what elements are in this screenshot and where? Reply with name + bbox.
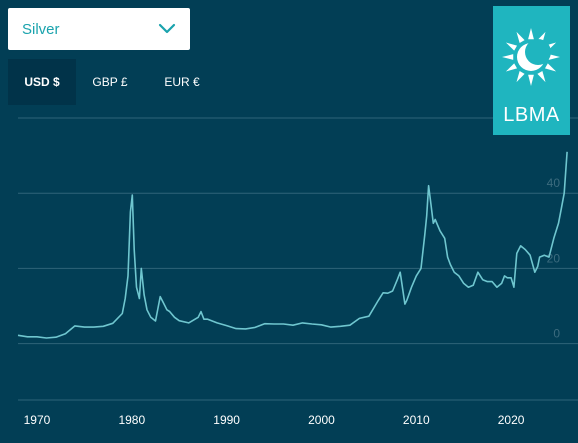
currency-tabs: USD $ GBP £ EUR € (8, 59, 220, 105)
sun-ray (528, 74, 534, 86)
x-tick-label: 2020 (498, 413, 525, 427)
y-tick-label: 40 (547, 176, 561, 190)
logo-text: LBMA (503, 104, 560, 126)
y-tick-label: 20 (547, 251, 561, 265)
x-tick-label: 2010 (403, 413, 430, 427)
lbma-logo[interactable]: LBMA (493, 6, 570, 135)
tab-gbp-label: GBP £ (92, 75, 128, 89)
y-tick-label: 0 (553, 327, 560, 341)
sun-ray (505, 63, 518, 72)
x-tick-label: 1980 (118, 413, 145, 427)
chevron-down-icon (158, 23, 176, 34)
tab-gbp[interactable]: GBP £ (76, 59, 144, 105)
x-tick-label: 2000 (308, 413, 335, 427)
y-tick-layer: 0 20 40 (547, 176, 561, 340)
sun-ray (548, 54, 560, 60)
sun-ray (544, 63, 557, 72)
sun-ray (537, 70, 546, 83)
sun-ray (502, 54, 514, 60)
x-tick-label: 1990 (213, 413, 240, 427)
tab-usd[interactable]: USD $ (8, 59, 76, 105)
sun-ray (528, 28, 534, 40)
grid-layer (18, 117, 578, 401)
x-tick-layer: 1970 1980 1990 2000 2010 2020 (24, 413, 525, 427)
x-tick-label: 1970 (24, 413, 51, 427)
sun-ray (516, 31, 525, 44)
sun-ray (505, 42, 518, 51)
metal-select-value: Silver (22, 20, 60, 38)
metal-select[interactable]: Silver (8, 8, 190, 50)
tab-usd-label: USD $ (24, 75, 60, 89)
sun-ray (516, 70, 525, 83)
sun-icon (502, 28, 560, 86)
series-line-silver (17, 151, 568, 339)
tab-eur[interactable]: EUR € (144, 59, 220, 105)
tab-eur-label: EUR € (164, 75, 200, 89)
